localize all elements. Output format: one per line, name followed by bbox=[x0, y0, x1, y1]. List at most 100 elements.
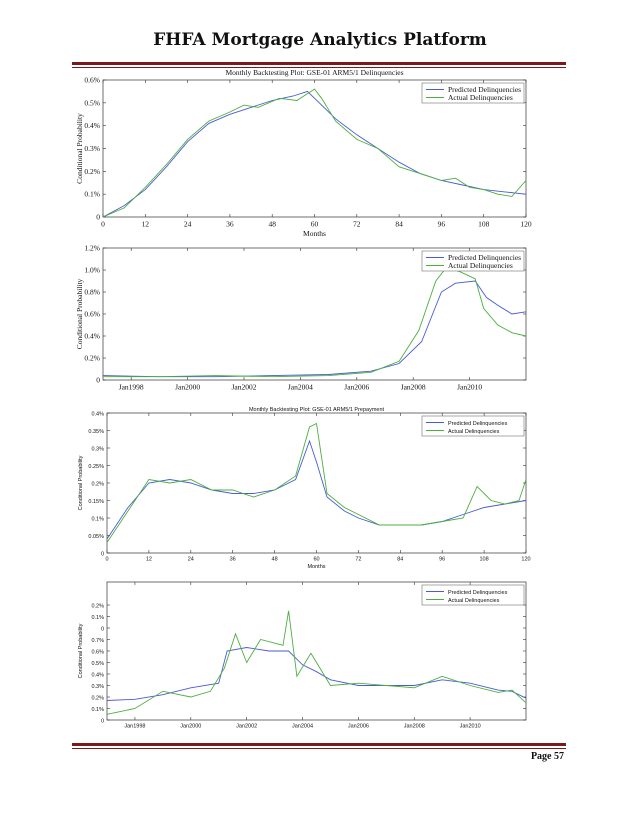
x-tick-label: 108 bbox=[478, 220, 490, 229]
x-tick-label: Jan2002 bbox=[236, 724, 257, 730]
x-tick-label: Jan1998 bbox=[119, 383, 144, 392]
x-axis-label: Months bbox=[303, 229, 326, 238]
prepayment-months-chart: Monthly Backtesting Plot: GSE-01 ARM5/1 … bbox=[78, 407, 531, 570]
y-axis-label: Conditional Probability bbox=[75, 113, 84, 184]
x-tick-label: 72 bbox=[355, 557, 361, 563]
series-line-actual bbox=[103, 266, 527, 378]
x-tick-label: Jan2006 bbox=[348, 724, 369, 730]
x-tick-label: Jan1998 bbox=[124, 724, 145, 730]
y-tick-label: 0.4% bbox=[84, 332, 100, 341]
x-tick-label: Jan2004 bbox=[288, 383, 313, 392]
x-tick-label: 12 bbox=[146, 557, 152, 563]
x-tick-label: Jan2010 bbox=[460, 724, 481, 730]
y-tick-label: 0.4% bbox=[91, 412, 104, 418]
y-tick-label: 0.7% bbox=[91, 638, 104, 644]
y-tick-label: 0.35% bbox=[88, 429, 104, 435]
y-tick-label: 0.5% bbox=[84, 98, 100, 107]
y-tick-label: 0.05% bbox=[88, 534, 104, 540]
x-tick-label: 12 bbox=[142, 220, 150, 229]
x-tick-label: 48 bbox=[268, 220, 276, 229]
x-tick-label: 96 bbox=[438, 220, 446, 229]
legend-box bbox=[421, 250, 525, 272]
y-tick-label: 0.1% bbox=[91, 615, 104, 621]
x-tick-label: 72 bbox=[353, 220, 361, 229]
x-tick-label: 84 bbox=[397, 557, 403, 563]
y-tick-label: 0 bbox=[101, 552, 104, 558]
x-tick-label: Jan2010 bbox=[457, 383, 482, 392]
legend-box bbox=[421, 584, 525, 606]
y-tick-label: 0 bbox=[101, 627, 104, 633]
x-tick-label: Jan2004 bbox=[292, 724, 313, 730]
y-tick-label: 0.6% bbox=[84, 76, 100, 85]
footer-rule-thin bbox=[72, 748, 566, 749]
y-tick-label: 0.1% bbox=[84, 190, 100, 199]
header-rule bbox=[72, 62, 566, 65]
plot-area bbox=[106, 412, 527, 554]
y-tick-label: 1.2% bbox=[84, 244, 100, 253]
series-line-predicted bbox=[106, 647, 527, 701]
y-axis-label: Conditional Probability bbox=[75, 278, 84, 349]
y-tick-label: 0.2% bbox=[84, 167, 100, 176]
prepayment-dates-chart: 0 0.1% 0.2% 0.3% 0.4% 0.5% 0.6% 0.7% 0 0.1% 0.2% Ja… bbox=[78, 581, 527, 730]
x-tick-label: 108 bbox=[480, 557, 489, 563]
x-tick-label: 84 bbox=[395, 220, 403, 229]
x-tick-label: 24 bbox=[184, 220, 192, 229]
y-tick-label: 0 bbox=[101, 719, 104, 725]
x-tick-label: 36 bbox=[226, 220, 234, 229]
y-tick-label: 0.1% bbox=[91, 517, 104, 523]
x-tick-label: Jan2000 bbox=[175, 383, 200, 392]
legend-label: Actual Delinquencies bbox=[448, 598, 500, 604]
y-tick-label: 0.6% bbox=[84, 310, 100, 319]
x-tick-label: 60 bbox=[311, 220, 319, 229]
legend-label: Actual Delinquencies bbox=[448, 93, 513, 102]
chart-title: Monthly Backtesting Plot: GSE-01 ARM5/1 … bbox=[225, 68, 403, 77]
y-tick-label: 0.5% bbox=[91, 661, 104, 667]
x-tick-label: 24 bbox=[188, 557, 194, 563]
y-tick-label: 0.3% bbox=[91, 447, 104, 453]
y-tick-label: 0.3% bbox=[84, 144, 100, 153]
header-rule-thin bbox=[72, 67, 566, 68]
x-tick-label: Jan2002 bbox=[232, 383, 257, 392]
y-tick-label: 0.4% bbox=[84, 121, 100, 130]
delinquency-months-chart: Monthly Backtesting Plot: GSE-01 ARM5/1 … bbox=[75, 68, 532, 238]
y-tick-label: 0.8% bbox=[84, 288, 100, 297]
legend-label: Predicted Delinquencies bbox=[448, 590, 508, 596]
page-title: FHFA Mortgage Analytics Platform bbox=[153, 30, 487, 50]
footer-rule bbox=[72, 743, 566, 746]
y-tick-label: 0.2% bbox=[91, 696, 104, 702]
x-tick-label: 0 bbox=[101, 220, 105, 229]
legend-box bbox=[421, 82, 525, 104]
y-axis-label: Conditional Probability bbox=[78, 623, 84, 678]
series-line-predicted bbox=[102, 90, 527, 218]
x-tick-label: Jan2006 bbox=[344, 383, 369, 392]
x-tick-label: 60 bbox=[313, 557, 319, 563]
series-line-predicted bbox=[106, 439, 527, 540]
series-line-actual bbox=[106, 610, 527, 715]
x-tick-label: 0 bbox=[105, 557, 108, 563]
legend-label: Actual Delinquencies bbox=[448, 261, 513, 270]
x-tick-label: Jan2000 bbox=[180, 724, 201, 730]
x-tick-label: 120 bbox=[521, 557, 530, 563]
legend-label: Actual Delinquencies bbox=[448, 429, 500, 435]
y-tick-label: 0.25% bbox=[88, 464, 104, 470]
y-tick-label: 0.2% bbox=[84, 354, 100, 363]
chart-title: Monthly Backtesting Plot: GSE-01 ARM5/1 … bbox=[249, 407, 385, 413]
delinquency-dates-chart: 0 0.2% 0.4% 0.6% 0.8% 1.0% 1.2% Jan1998 Jan2000 J… bbox=[75, 244, 527, 392]
legend-box bbox=[421, 415, 525, 437]
x-tick-label: Jan2008 bbox=[404, 724, 425, 730]
y-tick-label: 0.1% bbox=[91, 707, 104, 713]
y-tick-label: 0.3% bbox=[91, 684, 104, 690]
x-tick-label: 120 bbox=[520, 220, 532, 229]
legend-label: Predicted Delinquencies bbox=[448, 421, 508, 427]
x-tick-label: 96 bbox=[439, 557, 445, 563]
y-tick-label: 0.2% bbox=[91, 604, 104, 610]
legend-label: Predicted Delinquencies bbox=[448, 253, 521, 262]
y-tick-label: 0 bbox=[96, 213, 100, 222]
x-tick-label: 36 bbox=[230, 557, 236, 563]
y-tick-label: 0.15% bbox=[88, 499, 104, 505]
page-number: Page 57 bbox=[530, 751, 564, 762]
y-tick-label: 0.4% bbox=[91, 673, 104, 679]
y-tick-label: 1.0% bbox=[84, 266, 100, 275]
x-tick-label: Jan2008 bbox=[401, 383, 426, 392]
y-tick-label: 0 bbox=[96, 376, 100, 385]
